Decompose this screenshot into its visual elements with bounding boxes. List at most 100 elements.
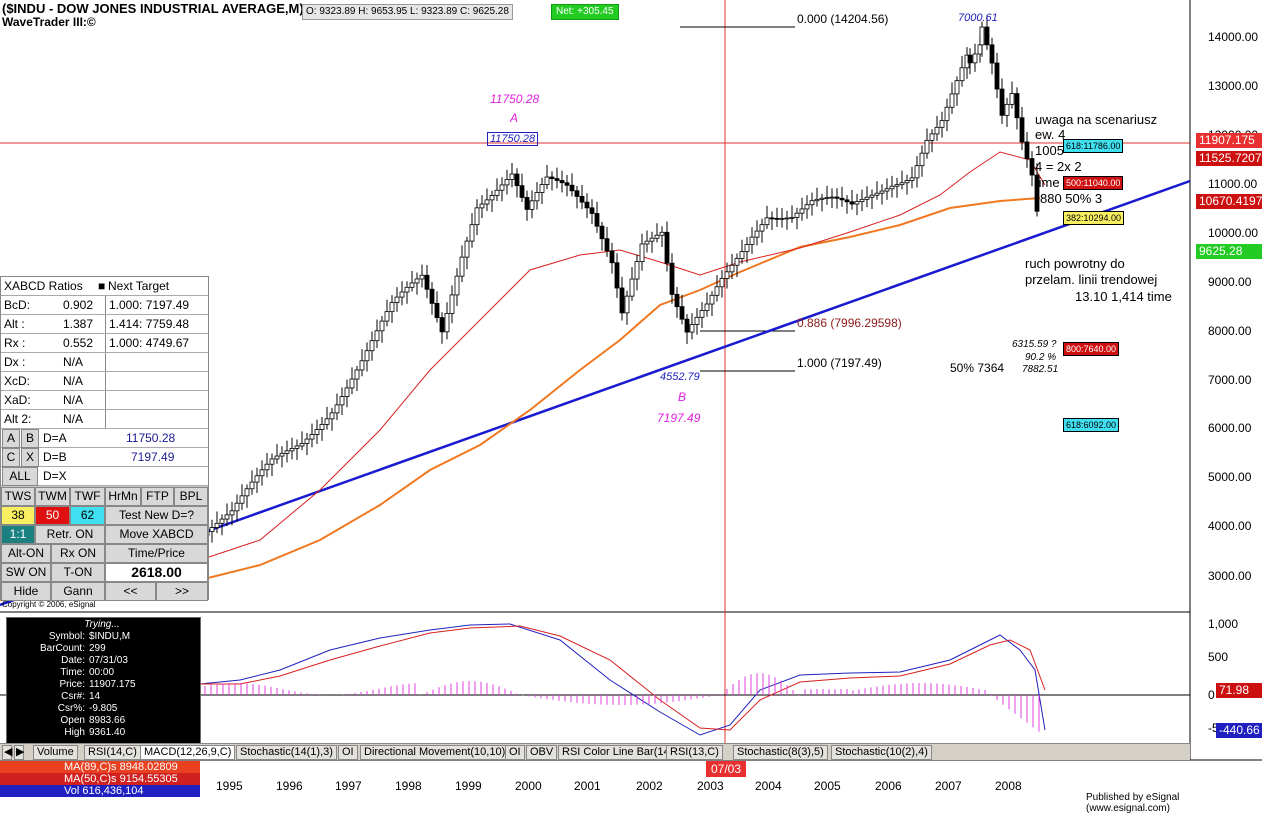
candle-body: [389, 302, 395, 313]
price-value-field[interactable]: 2618.00: [105, 563, 208, 582]
all-button[interactable]: ALL: [2, 467, 38, 486]
data-window-row: Csr%: -9.805: [7, 703, 197, 715]
indicator-tab[interactable]: RSI(13,C): [666, 745, 723, 760]
rx-on-button[interactable]: Rx ON: [51, 544, 105, 563]
hrmn-button[interactable]: HrMn: [105, 487, 141, 506]
retr-on-button[interactable]: Retr. ON: [35, 525, 105, 544]
candle-body: [549, 176, 555, 179]
candle-body: [849, 201, 855, 205]
indicator-tab[interactable]: Stochastic(10(2),4): [831, 745, 932, 760]
candle-body: [944, 106, 950, 122]
ratio-button[interactable]: 1:1: [1, 525, 35, 544]
candle-body: [819, 197, 825, 200]
sw-on-button[interactable]: SW ON: [1, 563, 51, 582]
time-price-button[interactable]: Time/Price: [105, 544, 208, 563]
twf-button[interactable]: TWF: [70, 487, 105, 506]
candle-body: [349, 378, 355, 389]
data-value: 14: [89, 691, 101, 702]
data-value: 07/31/03: [89, 655, 128, 666]
candle-body: [714, 286, 720, 296]
candle-body: [469, 224, 475, 242]
fib-tag-800: 800:7640.00: [1063, 342, 1120, 356]
ma89-line: [0, 197, 1041, 601]
candle-body: [579, 196, 585, 203]
tab-scroll-left-icon[interactable]: ◀: [2, 745, 13, 760]
bpl-button[interactable]: BPL: [174, 487, 208, 506]
candle-body: [694, 316, 700, 325]
candle-body: [929, 133, 935, 141]
indicator-tab[interactable]: RSI(14,C): [84, 745, 141, 760]
c-button[interactable]: C: [2, 448, 20, 467]
candle-body: [494, 189, 500, 196]
indicator-tab[interactable]: OI: [338, 745, 358, 760]
indicator-tab[interactable]: OI: [505, 745, 525, 760]
ratio-value: N/A: [63, 355, 84, 369]
b-button[interactable]: B: [21, 429, 39, 448]
indicator-tab[interactable]: MACD(12,26,9,C): [140, 745, 236, 760]
candle-body: [459, 256, 465, 277]
next-button[interactable]: >>: [156, 582, 208, 601]
candle-body: [729, 264, 735, 273]
val-50-button[interactable]: 50: [35, 506, 70, 525]
vol-label: Vol: [64, 785, 80, 797]
tab-scroll-right-icon[interactable]: ▶: [14, 745, 25, 760]
indicator-tab[interactable]: Volume: [33, 745, 78, 760]
candle-body: [329, 412, 335, 420]
a-button[interactable]: A: [2, 429, 20, 448]
gann-button[interactable]: Gann: [51, 582, 105, 601]
alt-on-button[interactable]: Alt-ON: [1, 544, 51, 563]
macd-axis-tick: 1,000: [1208, 617, 1239, 631]
val-62-button[interactable]: 62: [70, 506, 105, 525]
candle-body: [294, 445, 300, 449]
candle-body: [644, 240, 650, 245]
ftp-button[interactable]: FTP: [141, 487, 174, 506]
t-on-button[interactable]: T-ON: [51, 563, 105, 582]
data-key: Date:: [61, 655, 85, 666]
indicator-tab[interactable]: RSI Color Line Bar(14): [558, 745, 678, 760]
tws-button[interactable]: TWS: [1, 487, 35, 506]
candle-body: [379, 320, 385, 332]
candle-body: [339, 396, 345, 406]
comment-line-5: time: [1035, 175, 1060, 190]
test-new-button[interactable]: Test New D=?: [105, 506, 208, 525]
candle-body: [499, 184, 505, 191]
candle-body: [534, 192, 540, 202]
candle-body: [399, 291, 405, 298]
signal-line: [200, 625, 1046, 731]
xabcd-panel: XABCD Ratios ■ Next Target BcD: 0.902 1.00…: [0, 276, 209, 601]
ratio-divider: [105, 372, 106, 390]
price-axis-tick: 13000.00: [1208, 79, 1259, 93]
d-equals-b-label: D=B: [43, 450, 67, 464]
candle-body: [844, 199, 850, 203]
candle-body: [439, 317, 445, 333]
prev-button[interactable]: <<: [105, 582, 156, 601]
indicator-tab[interactable]: Stochastic(14(1),3): [236, 745, 337, 760]
macd-histogram: [204, 673, 1040, 732]
x-button[interactable]: X: [21, 448, 39, 467]
candle-body: [444, 313, 450, 333]
indicator-tab[interactable]: OBV: [526, 745, 558, 760]
price-axis-tick: 7000.00: [1208, 373, 1252, 387]
point-a-letter: A: [510, 111, 519, 125]
time-axis-tick: 1998: [395, 779, 422, 793]
move-xabcd-button[interactable]: Move XABCD: [105, 525, 208, 544]
all-row: ALL D=X: [1, 467, 208, 486]
candle-body: [239, 495, 245, 504]
price-axis-tick: 3000.00: [1208, 569, 1252, 583]
hide-button[interactable]: Hide: [1, 582, 51, 601]
candle-body: [919, 152, 925, 167]
twm-button[interactable]: TWM: [35, 487, 70, 506]
candle-body: [724, 271, 730, 279]
candle-body: [629, 278, 635, 297]
point-b-letter: B: [678, 390, 687, 404]
data-window[interactable]: Trying... Symbol: $INDU,M BarCount: 299 Date…: [6, 617, 201, 745]
indicator-tab[interactable]: Stochastic(8(3),5): [733, 745, 828, 760]
data-value: 00:00: [89, 667, 115, 678]
macd-tag: 71.98: [1216, 683, 1262, 698]
xabcd-ratio-row: XcD: N/A: [1, 372, 208, 391]
val-38-button[interactable]: 38: [1, 506, 35, 525]
indicator-tab[interactable]: Directional Movement(10,10): [360, 745, 510, 760]
candle-body: [774, 217, 780, 220]
price-tag-ma89: 10670.4197: [1196, 194, 1262, 209]
candle-body: [574, 190, 580, 197]
